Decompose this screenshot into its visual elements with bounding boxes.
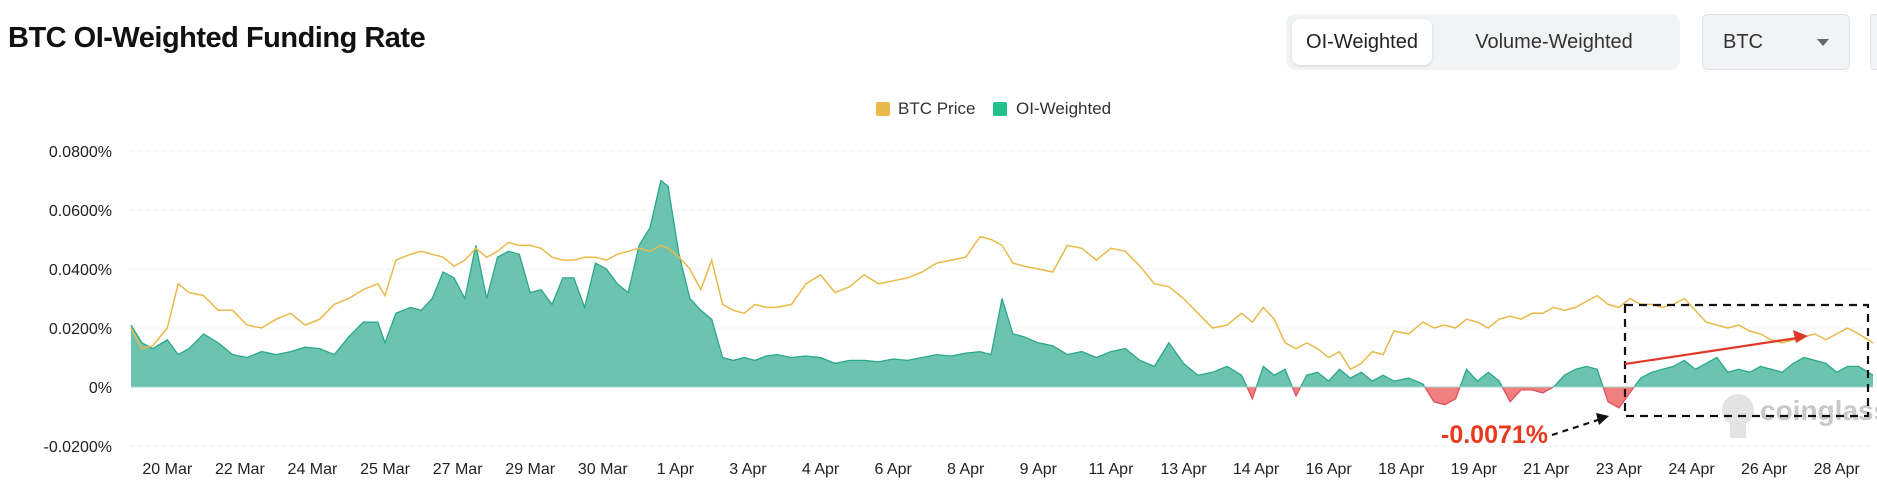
y-axis: 0.0800% 0.0600% 0.0400% 0.0200% 0% -0.0200% 20… [44,144,1861,478]
x-tick-label: 4 Apr [802,461,840,478]
x-tick-label: 22 Mar [215,461,265,478]
chart-legend: BTC Price OI-Weighted [876,99,1111,118]
x-tick-label: 25 Mar [360,461,410,478]
coinglass-watermark: coinglass [1722,394,1877,438]
weighting-toggle-group: OI-Weighted Volume-Weighted [1286,14,1680,70]
y-tick-label: 0.0600% [49,203,112,220]
x-tick-label: 11 Apr [1088,461,1134,478]
x-tick-label: 21 Apr [1523,461,1570,478]
oi-line-negative [1246,387,1635,409]
y-tick-label: 0% [89,380,112,397]
y-tick-label: 0.0800% [49,144,112,161]
trend-arrow [1624,335,1805,366]
chart-series [130,179,1874,409]
annotation-pointer-head [1596,413,1609,425]
annotation-value: -0.0071% [1441,421,1548,449]
x-tick-label: 16 Apr [1305,461,1352,478]
x-tick-label: 3 Apr [729,461,767,478]
tab-oi-weighted[interactable]: OI-Weighted [1292,19,1432,65]
x-tick-label: 20 Mar [142,461,192,478]
chart-annotation: -0.0071% [1441,303,1870,449]
x-tick-label: 8 Apr [947,461,985,478]
x-tick-label: 28 Apr [1814,461,1861,478]
coin-select-value: BTC [1723,31,1763,53]
legend-label-oi[interactable]: OI-Weighted [1016,99,1111,118]
x-tick-label: 27 Mar [433,461,483,478]
legend-swatch-price[interactable] [876,102,890,116]
y-tick-label: -0.0200% [44,439,113,456]
x-tick-label: 9 Apr [1020,461,1058,478]
toolbar-button-clipped[interactable] [1870,14,1877,70]
x-tick-label: 6 Apr [874,461,912,478]
x-tick-label: 24 Mar [288,461,338,478]
legend-swatch-oi[interactable] [993,102,1007,116]
coinglass-logo-icon [1722,394,1754,426]
x-tick-label: 18 Apr [1378,461,1425,478]
coin-select[interactable]: BTC [1702,14,1850,70]
annotation-pointer [1551,416,1605,437]
x-tick-label: 19 Apr [1451,461,1498,478]
btc-price-line [130,235,1874,371]
watermark-text: coinglass [1760,395,1877,426]
oi-line-positive [130,179,1874,387]
legend-label-price[interactable]: BTC Price [898,99,975,118]
trend-arrow-head [1793,330,1808,343]
x-tick-label: 14 Apr [1233,461,1280,478]
x-tick-label: 13 Apr [1160,461,1207,478]
x-tick-label: 30 Mar [578,461,628,478]
chevron-down-icon [1817,39,1829,46]
oi-area-positive [131,180,1873,387]
page-title: BTC OI-Weighted Funding Rate [8,22,426,54]
x-tick-label: 26 Apr [1741,461,1788,478]
tab-volume-weighted[interactable]: Volume-Weighted [1475,31,1633,53]
x-tick-label: 29 Mar [505,461,555,478]
annotation-dashed-box [1623,303,1870,418]
x-tick-label: 23 Apr [1596,461,1643,478]
y-tick-label: 0.0400% [49,262,112,279]
x-tick-label: 1 Apr [657,461,695,478]
x-tick-label: 24 Apr [1668,461,1715,478]
y-tick-label: 0.0200% [49,321,112,338]
